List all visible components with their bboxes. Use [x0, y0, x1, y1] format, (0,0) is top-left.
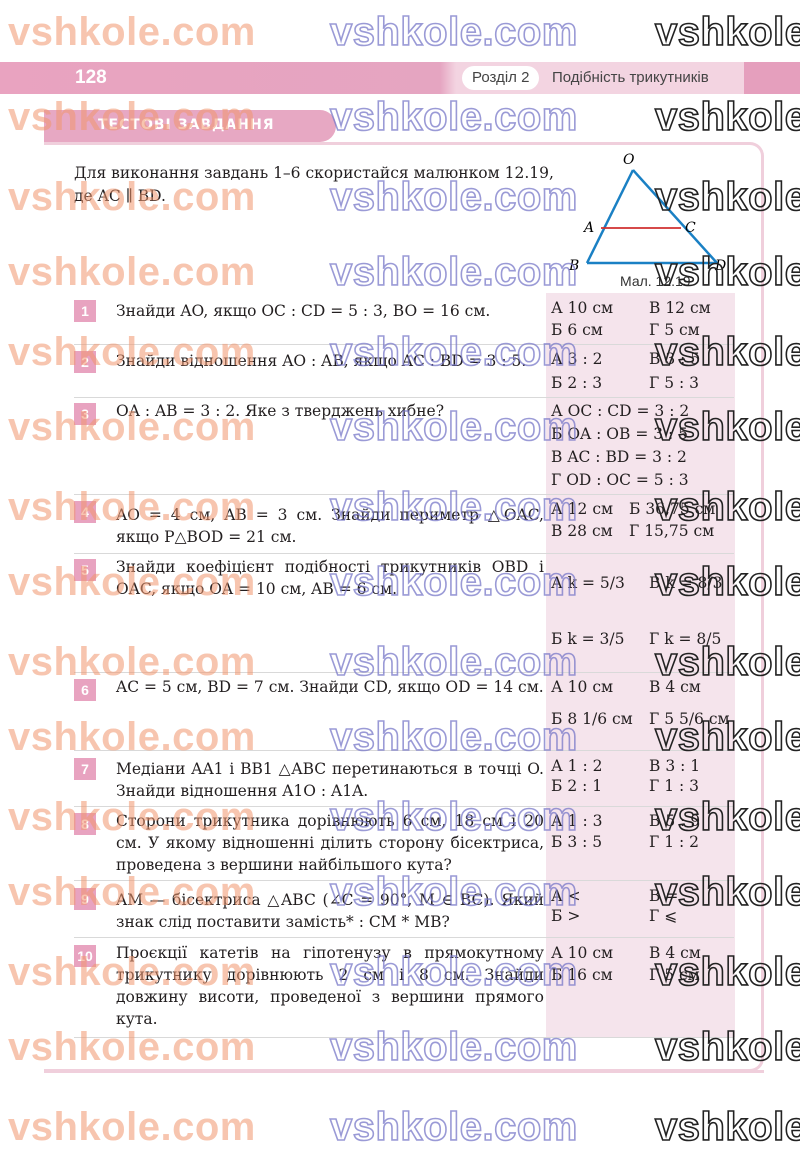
question-number: 4	[74, 501, 96, 523]
option[interactable]: В 4 см	[649, 944, 701, 962]
watermark: vshkole.com	[329, 9, 578, 55]
header-band	[0, 62, 800, 94]
row-divider	[74, 880, 734, 881]
question-text: Знайди відношення AO : AB, якщо AC : BD …	[116, 352, 527, 370]
label-D: D	[714, 258, 726, 274]
option[interactable]: Б 2 : 1	[551, 777, 603, 795]
label-B: B	[568, 258, 579, 274]
option[interactable]: Б 3 : 5	[551, 833, 603, 851]
option[interactable]: Г OD : OC = 5 : 3	[551, 471, 689, 489]
question-number: 9	[74, 888, 96, 910]
option[interactable]: В 3 : 1	[649, 757, 701, 775]
question-text: OA : AB = 3 : 2. Яке з тверджень хибне?	[116, 402, 445, 420]
option[interactable]: Г k = 8/5	[649, 630, 722, 648]
answer-column	[546, 293, 735, 1037]
watermark: vshkole.com	[329, 94, 578, 140]
watermark: vshkole.com	[654, 9, 800, 55]
option[interactable]: Б 36,75 см	[629, 500, 716, 518]
section-label: Розділ 2	[462, 66, 540, 90]
option[interactable]: В =	[649, 887, 679, 905]
watermark: vshkole.com	[8, 10, 256, 54]
option[interactable]: В 3 : 5	[649, 350, 701, 368]
option[interactable]: В k = 8/3	[649, 574, 723, 592]
option[interactable]: Б 6 см	[551, 321, 603, 339]
question-number: 7	[74, 758, 96, 780]
question-text: Знайди коефіцієнт подібності трикутників…	[116, 558, 544, 598]
option[interactable]: А <	[551, 887, 581, 905]
test-banner-title: ТЕСТОВІ ЗАВДАННЯ	[98, 117, 275, 133]
row-divider	[74, 553, 734, 554]
question-text: AO = 4 см, AB = 3 см. Знайди периметр △O…	[116, 506, 544, 546]
option[interactable]: А 10 см	[551, 944, 614, 962]
row-divider	[74, 937, 734, 938]
watermark: vshkole.com	[654, 94, 800, 140]
option[interactable]: В 5 : 9	[649, 812, 701, 830]
question-number: 6	[74, 679, 96, 701]
option[interactable]: В 28 см	[551, 522, 613, 540]
test-banner	[44, 110, 336, 142]
option[interactable]: А 1 : 2	[551, 757, 603, 775]
option[interactable]: А OC : CD = 3 : 2	[551, 402, 690, 420]
triangle-figure: O A C B D	[568, 152, 726, 274]
row-divider	[74, 672, 734, 673]
question-number: 8	[74, 813, 96, 835]
option[interactable]: Б 2 : 3	[551, 374, 603, 392]
row-divider	[74, 1037, 734, 1038]
row-divider	[74, 494, 734, 495]
option[interactable]: Б 16 см	[551, 966, 613, 984]
option[interactable]: Г 15,75 см	[629, 522, 715, 540]
option[interactable]: А 12 см	[551, 500, 614, 518]
figure-caption: Мал. 12.19	[620, 273, 691, 289]
question-number: 1	[74, 300, 96, 322]
option[interactable]: А 1 : 3	[551, 812, 603, 830]
question-text: Медіани AA1 і BB1 △ABC перетинаються в т…	[116, 760, 544, 800]
option[interactable]: Б 8 1/6 см	[551, 710, 633, 728]
section-title: Подібність трикутників	[552, 69, 709, 86]
intro-text: Для виконання завдань 1–6 скористайся ма…	[74, 162, 554, 208]
bottom-rule	[44, 1070, 764, 1073]
option[interactable]: Г 5 см	[649, 966, 700, 984]
question-number: 5	[74, 559, 96, 581]
option[interactable]: Г 5 5/6 см	[649, 710, 730, 728]
watermark: vshkole.com	[654, 1104, 800, 1150]
option[interactable]: В AC : BD = 3 : 2	[551, 448, 687, 466]
option[interactable]: Б >	[551, 907, 581, 925]
option[interactable]: Г 5 см	[649, 321, 700, 339]
option[interactable]: А 10 см	[551, 678, 614, 696]
watermark: vshkole.com	[8, 1105, 256, 1149]
row-divider	[74, 806, 734, 807]
question-number: 2	[74, 351, 96, 373]
question-text: AM — бісектриса △ABC (∠C = 90°, M ∈ BC).…	[116, 891, 544, 931]
question-number: 3	[74, 403, 96, 425]
question-text: Знайди AO, якщо OC : CD = 5 : 3, BO = 16…	[116, 302, 491, 320]
row-divider	[74, 397, 734, 398]
option[interactable]: Г 5 : 3	[649, 374, 699, 392]
question-text: Сторони трикутника дорівнюють 6 см, 18 с…	[116, 812, 544, 874]
option[interactable]: Г ⩽	[649, 907, 678, 925]
question-text: Проєкції катетів на гіпотенузу в прямоку…	[116, 944, 544, 1028]
page-number: 128	[75, 67, 107, 88]
intro-line: Для виконання завдань 1–6 скористайся ма…	[74, 164, 554, 205]
option[interactable]: Б OA : OB = 3 : 5	[551, 425, 689, 443]
option[interactable]: А 3 : 2	[551, 350, 603, 368]
label-O: O	[623, 152, 635, 168]
option[interactable]: В 12 см	[649, 299, 711, 317]
question-number: 10	[74, 945, 96, 967]
option[interactable]: В 4 см	[649, 678, 701, 696]
label-C: C	[685, 220, 696, 236]
option[interactable]: Г 1 : 2	[649, 833, 699, 851]
option[interactable]: Б k = 3/5	[551, 630, 625, 648]
option[interactable]: Г 1 : 3	[649, 777, 699, 795]
row-divider	[74, 344, 734, 345]
watermark: vshkole.com	[329, 1104, 578, 1150]
option[interactable]: А k = 5/3	[551, 574, 625, 592]
label-A: A	[582, 220, 594, 236]
option[interactable]: А 10 см	[551, 299, 614, 317]
question-text: AC = 5 см, BD = 7 см. Знайди CD, якщо OD…	[116, 678, 544, 696]
row-divider	[74, 750, 734, 751]
